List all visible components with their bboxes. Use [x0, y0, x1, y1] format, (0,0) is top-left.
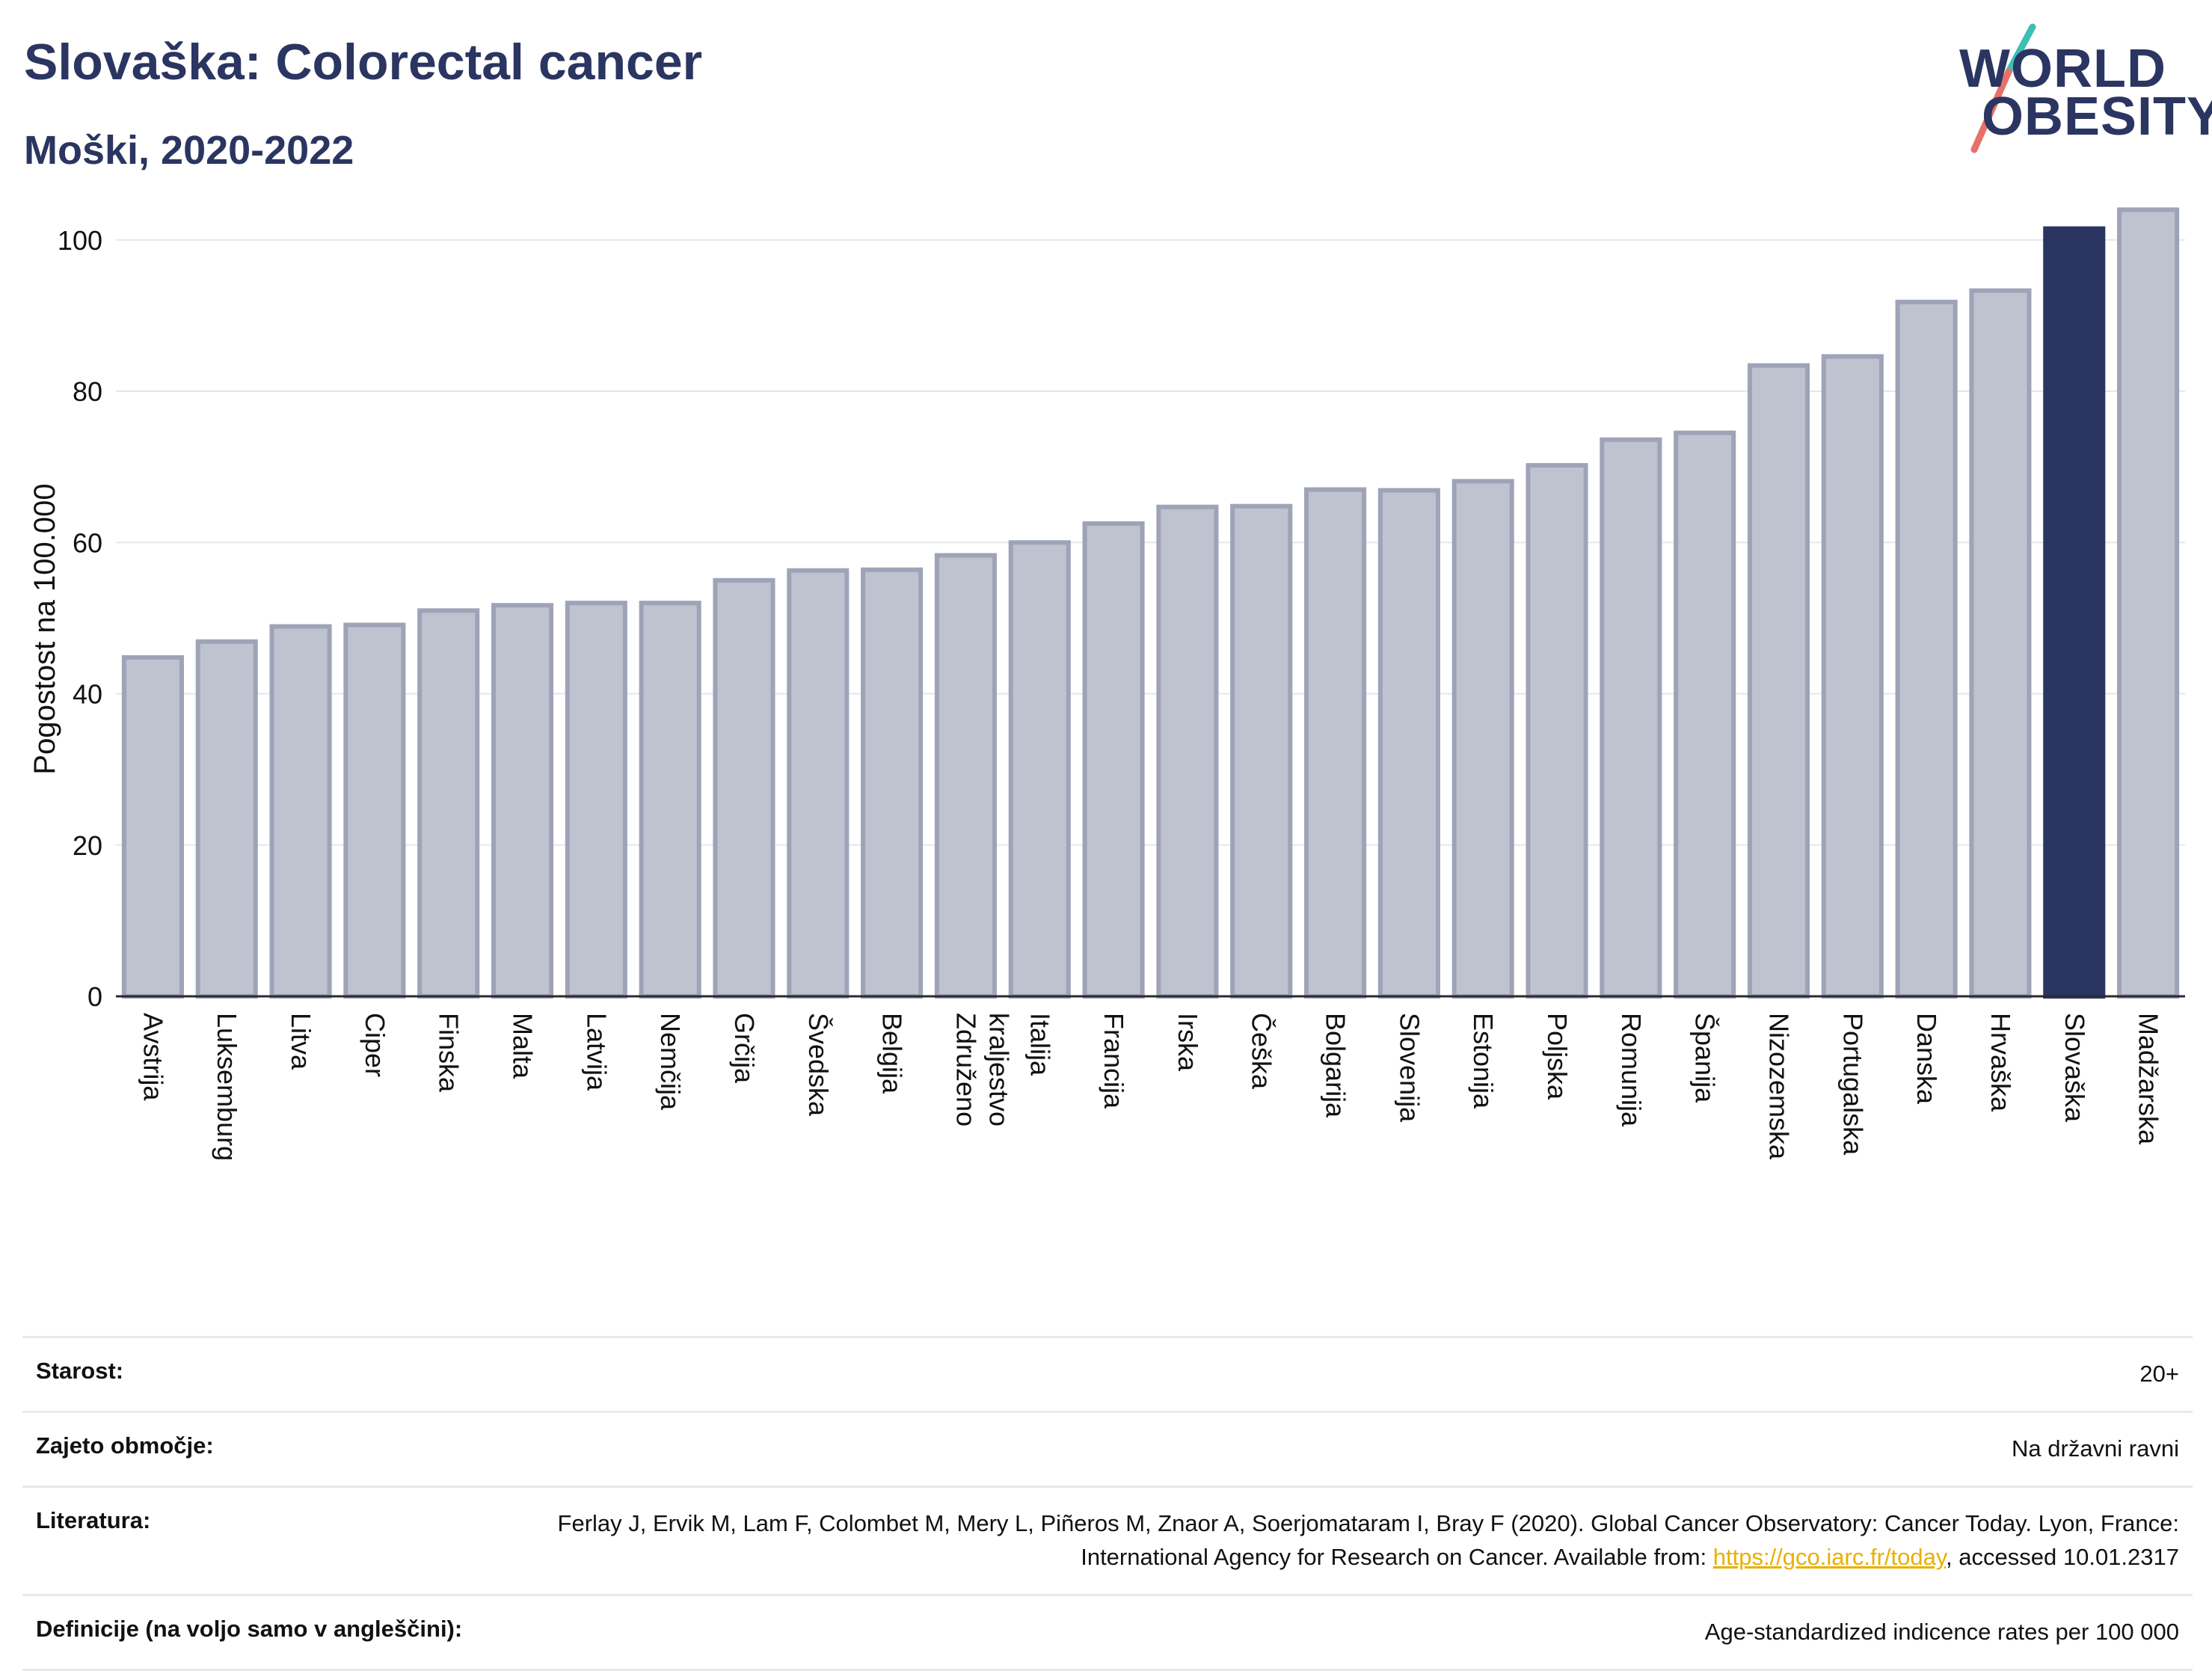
y-tick-label: 20 [73, 830, 102, 861]
x-axis-labels: Avstrija Luksemburg Litva Ciper Finska Malta L… [138, 1013, 2163, 1161]
bar-bolgarija[interactable] [1304, 487, 1367, 999]
meta-label: Starost: [36, 1358, 124, 1384]
x-tick-label: Portugalska [1837, 1013, 1868, 1156]
bar-danska[interactable] [1895, 299, 1958, 999]
logo-slash-icon [1970, 23, 2036, 153]
x-tick-label: Italija [1024, 1013, 1055, 1076]
x-tick-label: Nizozemska [1763, 1013, 1794, 1160]
x-tick-label: Danska [1911, 1013, 1942, 1105]
x-tick-label: Slovenija [1394, 1013, 1425, 1123]
bar-nemčija[interactable] [639, 601, 701, 999]
y-tick-label: 0 [87, 981, 102, 1012]
x-tick-label: Belgija [877, 1013, 908, 1094]
page-subtitle: Moški, 2020-2022 [24, 128, 354, 173]
x-tick-label: Latvija [581, 1013, 612, 1091]
meta-label: Definicije (na voljo samo v angleščini): [36, 1615, 463, 1642]
bar-chart: 0 20 40 60 80 100 Avstrija Luksemburg Litva Cipe… [28, 207, 2185, 1161]
bar-francija[interactable] [1082, 521, 1145, 999]
bar-luksemburg[interactable] [195, 639, 258, 999]
x-tick-label: Združenokraljestvo [950, 1013, 1014, 1126]
bar-malta[interactable] [491, 603, 554, 999]
reference-link[interactable]: https://gco.iarc.fr/today [1712, 1543, 1947, 1570]
meta-label: Literatura: [36, 1506, 151, 1533]
meta-value: Na državni ravni [2012, 1435, 2179, 1462]
x-tick-label-line: kraljestvo [983, 1013, 1014, 1126]
x-tick-label: Luksemburg [212, 1013, 242, 1161]
x-tick-label: Litva [286, 1013, 316, 1070]
bar-portugalska[interactable] [1821, 354, 1884, 999]
meta-row-definitions: Definicije (na voljo samo v angleščini):… [22, 1595, 2193, 1670]
x-tick-label: Francija [1099, 1013, 1129, 1109]
bar-italija[interactable] [1008, 540, 1071, 999]
reference-text: Ferlay J, Ervik M, Lam F, Colombet M, Me… [557, 1509, 2179, 1570]
bar-romunija[interactable] [1600, 437, 1662, 999]
bar-poljska[interactable] [1526, 463, 1588, 999]
world-obesity-logo: WORLD OBESITY [1944, 22, 2212, 157]
x-tick-label: Avstrija [138, 1013, 168, 1101]
meta-row-age: Starost: 20+ [22, 1337, 2193, 1412]
bar-slovenija[interactable] [1377, 488, 1440, 999]
bar-madžarska[interactable] [2117, 207, 2180, 999]
meta-value: Age-standardized indicence rates per 100… [1704, 1618, 2179, 1645]
meta-row-references: Literatura: Ferlay J, Ervik M, Lam F, Co… [22, 1486, 2193, 1595]
bar-združeno-kraljestvo[interactable] [934, 553, 997, 999]
bar-latvija[interactable] [565, 601, 627, 999]
bar-estonija[interactable] [1451, 479, 1514, 999]
y-axis-label: Pogostost na 100.000 [28, 483, 61, 774]
y-axis-ticks: 0 20 40 60 80 100 [58, 225, 102, 1012]
bar-finska[interactable] [417, 608, 480, 999]
bar-slovaška[interactable] [2043, 226, 2106, 999]
bar-litva[interactable] [269, 624, 332, 999]
x-tick-label: Ciper [360, 1013, 390, 1077]
reference-accessed: , accessed 10.01.2317 [1946, 1543, 2179, 1570]
x-tick-label: Poljska [1542, 1013, 1573, 1100]
logo-word-world: WORLD [1959, 39, 2166, 99]
x-tick-label: Madžarska [2133, 1013, 2164, 1145]
x-tick-label: Švedska [803, 1013, 834, 1117]
y-tick-label: 40 [73, 679, 102, 710]
y-tick-label: 60 [73, 527, 102, 558]
meta-value: 20+ [2139, 1361, 2179, 1387]
x-tick-label: Španija [1690, 1013, 1721, 1103]
bar-belgija[interactable] [861, 567, 924, 999]
bar-češka[interactable] [1230, 503, 1293, 999]
x-tick-label: Finska [434, 1013, 464, 1093]
x-tick-label: Malta [508, 1013, 538, 1079]
bar-grčija[interactable] [713, 577, 775, 999]
bar-španija[interactable] [1674, 430, 1736, 999]
bar-ciper[interactable] [343, 622, 406, 999]
x-tick-label: Slovaška [2059, 1013, 2090, 1123]
x-tick-label: Romunija [1616, 1013, 1647, 1127]
x-tick-label-line: Združeno [950, 1013, 981, 1126]
bars [121, 207, 2180, 999]
bar-avstrija[interactable] [121, 654, 184, 999]
y-tick-label: 100 [58, 225, 102, 256]
meta-value-references: Ferlay J, Ervik M, Lam F, Colombet M, Me… [476, 1486, 2193, 1595]
metadata-table: Starost: 20+ Zajeto območje: Na državni … [22, 1336, 2193, 1671]
x-tick-label: Bolgarija [1321, 1013, 1351, 1118]
y-tick-label: 80 [73, 376, 102, 407]
x-tick-label: Hrvaška [1985, 1013, 2016, 1112]
bar-irska[interactable] [1156, 504, 1219, 999]
x-tick-label: Češka [1247, 1013, 1277, 1090]
meta-label: Zajeto območje: [36, 1432, 214, 1459]
meta-row-coverage: Zajeto območje: Na državni ravni [22, 1411, 2193, 1486]
bar-nizozemska[interactable] [1747, 363, 1810, 999]
x-tick-label: Estonija [1468, 1013, 1499, 1109]
bar-švedska[interactable] [787, 568, 850, 999]
x-tick-label: Nemčija [655, 1013, 686, 1111]
bar-hrvaška[interactable] [1969, 288, 2032, 999]
logo-word-obesity: OBESITY [1982, 87, 2212, 147]
x-tick-label: Grčija [729, 1013, 760, 1084]
page-title: Slovaška: Colorectal cancer [24, 34, 703, 91]
x-tick-label: Irska [1173, 1013, 1203, 1072]
